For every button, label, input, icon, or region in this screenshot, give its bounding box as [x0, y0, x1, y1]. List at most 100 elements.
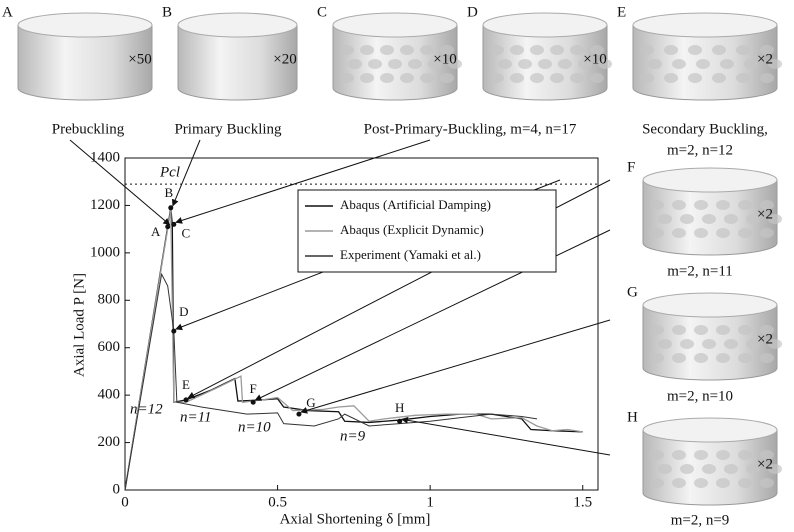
dimple [538, 59, 552, 69]
dimple [736, 45, 750, 55]
panel-caption: m=2, n=12 [667, 142, 733, 158]
cylinder-rim [482, 12, 608, 38]
point-marker [171, 328, 177, 334]
point-label: E [182, 377, 190, 392]
x-tick-label: 0.5 [268, 494, 287, 510]
x-tick-label: 0 [121, 494, 129, 510]
panel-letter: B [162, 4, 172, 20]
panel-scale: ×2 [757, 456, 773, 472]
point-label: F [250, 381, 257, 396]
y-tick-label: 1400 [90, 149, 120, 165]
dimple [694, 353, 708, 363]
panel-caption: Primary Buckling [174, 121, 282, 137]
panel-letter: A [2, 4, 13, 20]
y-tick-label: 800 [98, 292, 121, 308]
point-marker [250, 399, 256, 405]
dimple [694, 200, 708, 210]
dimple [550, 45, 564, 55]
dimple [440, 45, 454, 55]
dimple [694, 325, 708, 335]
cylinder-image [642, 292, 782, 381]
dimple [702, 464, 716, 474]
dimple [738, 325, 752, 335]
dimple [716, 228, 730, 238]
cylinder-image [17, 12, 153, 101]
dimple [738, 353, 752, 363]
cylinder-rim [642, 167, 778, 193]
dimple [680, 339, 694, 349]
panel-scale: ×2 [757, 331, 773, 347]
panel-letter: E [617, 4, 626, 20]
series-line [124, 272, 538, 491]
cylinder-body [17, 25, 153, 101]
panel-letter: H [627, 409, 638, 425]
dimple [640, 45, 654, 55]
dimple [716, 200, 730, 210]
dimple [658, 339, 672, 349]
cylinder-image [642, 417, 782, 506]
dimple [658, 464, 672, 474]
point-label: D [179, 304, 188, 319]
dimple [550, 73, 564, 83]
y-tick-label: 1000 [90, 244, 120, 260]
y-tick-label: 400 [98, 387, 121, 403]
dimple [672, 353, 686, 363]
dimple [672, 59, 686, 69]
legend-label: Experiment (Yamaki et al.) [340, 247, 481, 262]
dimple [368, 59, 382, 69]
dimple [724, 214, 738, 224]
dimple [380, 73, 394, 83]
dimple [744, 59, 758, 69]
dimple [340, 45, 354, 55]
panel-letter: F [627, 159, 635, 175]
dimple [650, 478, 664, 488]
cylinder-image [642, 167, 782, 256]
point-label: G [306, 395, 315, 410]
arrow [300, 319, 611, 414]
dimple [720, 59, 734, 69]
point-marker [183, 397, 189, 403]
dimple [510, 73, 524, 83]
panel-caption: m=2, n=11 [667, 263, 733, 279]
dimple [400, 73, 414, 83]
dimple [558, 59, 572, 69]
dimple [746, 464, 760, 474]
panel-scale: ×2 [757, 206, 773, 222]
panel-scale: ×2 [757, 51, 773, 67]
dimple [702, 214, 716, 224]
dimple [736, 73, 750, 83]
arrow [400, 416, 611, 456]
x-axis-label: Axial Shortening δ [mm] [280, 511, 431, 527]
dimple [768, 339, 782, 349]
dimple [388, 59, 402, 69]
dimple [420, 73, 434, 83]
dimple [408, 59, 422, 69]
point-label: H [395, 400, 404, 415]
series-line [124, 210, 583, 491]
dimple [380, 45, 394, 55]
dimple [648, 59, 662, 69]
dimple [650, 450, 664, 460]
legend-label: Abaqus (Artificial Damping) [340, 197, 491, 212]
dimple [428, 59, 442, 69]
dimple [738, 450, 752, 460]
dimple [760, 450, 774, 460]
point-marker [397, 418, 403, 424]
panel-scale: ×10 [583, 51, 606, 67]
cylinder-image [177, 12, 298, 101]
dimple [578, 59, 592, 69]
dimple [490, 45, 504, 55]
dimple [420, 45, 434, 55]
dimple [650, 353, 664, 363]
dimple [738, 478, 752, 488]
dimple [672, 450, 686, 460]
dimple [712, 45, 726, 55]
legend-box [297, 189, 557, 273]
dimple [672, 228, 686, 238]
dimple [672, 478, 686, 488]
dimple [760, 45, 774, 55]
point-marker [165, 224, 171, 230]
dimple [688, 73, 702, 83]
dimple [530, 45, 544, 55]
dimple [760, 478, 774, 488]
